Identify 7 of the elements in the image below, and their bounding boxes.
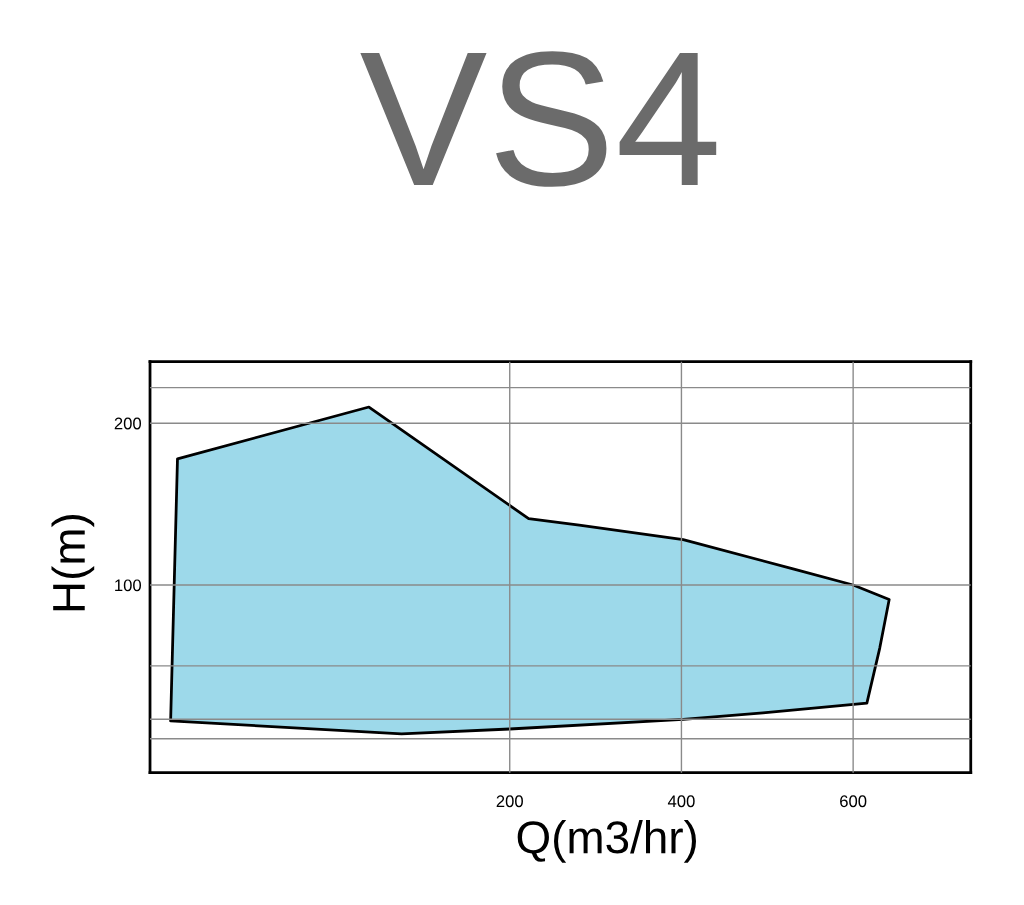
y-axis-title: H(m)	[51, 515, 95, 611]
x-tick-label: 200	[496, 795, 523, 808]
x-tick-label: 600	[840, 795, 867, 808]
chart-title: VS4	[360, 51, 717, 187]
y-tick-label: 100	[115, 579, 142, 592]
x-tick-label: 400	[667, 795, 695, 808]
x-axis-title: Q(m3/hr)	[517, 819, 696, 863]
